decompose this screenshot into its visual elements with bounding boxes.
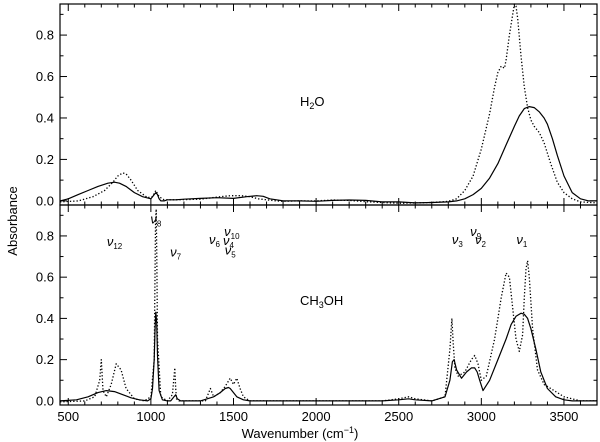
h2o-y-tick-label: 0.8 bbox=[36, 28, 54, 43]
band-subscript: 2 bbox=[482, 240, 487, 249]
ch3oh-molecule-label: CH3OH bbox=[300, 293, 343, 310]
ch3oh-label-main: CH bbox=[300, 293, 319, 308]
band-subscript: 7 bbox=[177, 253, 182, 262]
ch3oh-label-sub: 3 bbox=[319, 300, 324, 310]
band-subscript: 8 bbox=[157, 220, 162, 229]
x-axis-title-tail: ) bbox=[354, 426, 358, 441]
ch3oh-y-tick-label: 0.2 bbox=[36, 352, 54, 367]
y-axis-title: Absorbance bbox=[5, 186, 20, 255]
ch3oh-y-tick-label: 0.6 bbox=[36, 270, 54, 285]
band-label-nu9: ν9 bbox=[470, 224, 482, 241]
x-tick-label: 1500 bbox=[219, 409, 248, 424]
band-label-nu12: ν12 bbox=[107, 234, 123, 251]
band-symbol: ν bbox=[209, 232, 216, 247]
ch3oh-plot-frame bbox=[59, 204, 598, 406]
x-axis-title-sup: −1 bbox=[344, 425, 354, 435]
band-subscript: 6 bbox=[216, 240, 221, 249]
h2o-label-main: H bbox=[300, 94, 309, 109]
ch3oh-label-tail: OH bbox=[324, 293, 344, 308]
band-subscript: 12 bbox=[113, 242, 122, 251]
band-subscript: 4 bbox=[230, 241, 235, 250]
h2o-y-tick-label: 0.6 bbox=[36, 69, 54, 84]
band-symbol: ν bbox=[223, 233, 230, 248]
band-symbol: ν bbox=[224, 224, 231, 239]
band-symbol: ν bbox=[470, 224, 477, 239]
band-symbol: ν bbox=[516, 232, 523, 247]
band-label-nu8: ν8 bbox=[150, 212, 162, 229]
band-label-nu2: ν2 bbox=[475, 232, 487, 249]
band-label-nu5: ν5 bbox=[225, 242, 237, 259]
band-subscript: 5 bbox=[231, 250, 236, 259]
band-label-nu6: ν6 bbox=[209, 232, 221, 249]
h2o-plot-frame bbox=[59, 3, 598, 206]
band-symbol: ν bbox=[452, 232, 459, 247]
band-subscript: 9 bbox=[477, 232, 482, 241]
band-symbol: ν bbox=[225, 242, 232, 257]
band-subscript: 10 bbox=[231, 232, 240, 241]
band-subscript: 1 bbox=[523, 240, 528, 249]
band-label-nu7: ν7 bbox=[170, 245, 182, 262]
ch3oh-y-tick-label: 0.4 bbox=[36, 311, 54, 326]
h2o-dotted-spectrum bbox=[59, 3, 598, 204]
ch3oh-dotted-spectrum bbox=[59, 208, 597, 403]
ch3oh-y-tick-label: 0.0 bbox=[36, 393, 54, 408]
h2o-y-tick-label: 0.2 bbox=[36, 152, 54, 167]
band-subscript: 3 bbox=[458, 240, 463, 249]
h2o-label-sub: 2 bbox=[309, 101, 314, 111]
band-label-nu4: ν4 bbox=[223, 233, 235, 250]
x-tick-label: 2000 bbox=[302, 409, 331, 424]
ch3oh-solid-spectrum bbox=[59, 311, 597, 402]
band-label-nu1: ν1 bbox=[516, 232, 528, 249]
h2o-y-tick-label: 0.4 bbox=[36, 110, 54, 125]
x-axis-title: Wavenumber (cm−1) bbox=[242, 425, 359, 441]
h2o-molecule-label: H2O bbox=[300, 94, 325, 111]
x-tick-label: 500 bbox=[57, 409, 79, 424]
x-tick-label: 3000 bbox=[467, 409, 496, 424]
h2o-y-tick-label: 0.0 bbox=[36, 193, 54, 208]
h2o-label-tail: O bbox=[314, 94, 324, 109]
x-tick-label: 2500 bbox=[384, 409, 413, 424]
ch3oh-y-tick-label: 0.8 bbox=[36, 228, 54, 243]
x-tick-label: 1000 bbox=[136, 409, 165, 424]
h2o-panel: 0.0 0.2 0.4 0.6 0.8 H2O bbox=[36, 3, 598, 208]
band-symbol: ν bbox=[170, 245, 177, 260]
band-label-nu3: ν3 bbox=[452, 232, 464, 249]
band-symbol: ν bbox=[107, 234, 114, 249]
band-symbol: ν bbox=[150, 212, 157, 227]
x-tick-label: 3500 bbox=[549, 409, 578, 424]
x-axis-title-main: Wavenumber (cm bbox=[242, 426, 344, 441]
band-symbol: ν bbox=[475, 232, 482, 247]
band-label-nu10: ν10 bbox=[224, 224, 240, 241]
h2o-solid-spectrum bbox=[59, 106, 597, 204]
